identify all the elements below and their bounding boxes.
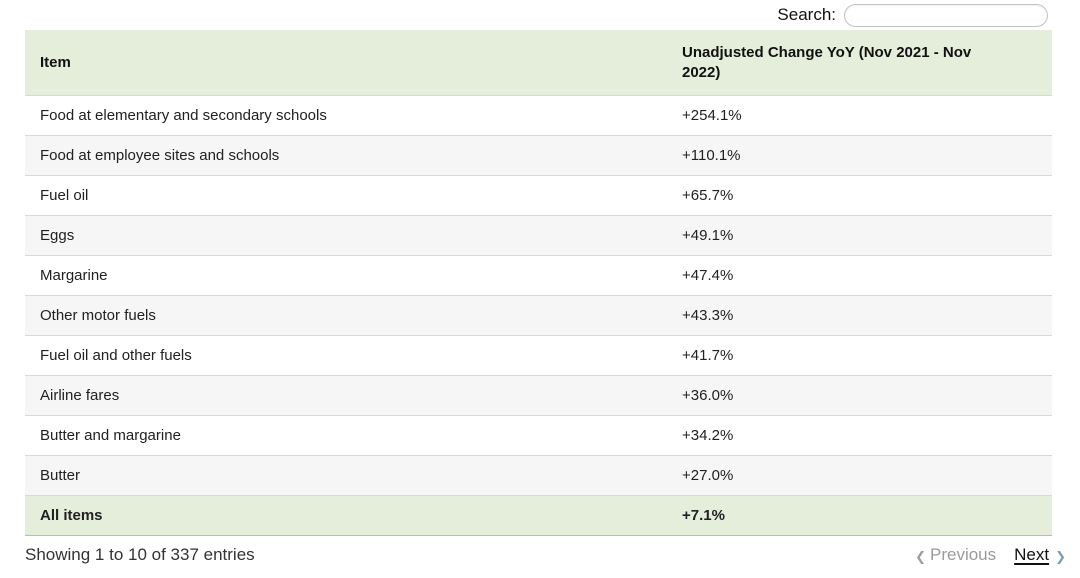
change-cell: +43.3% xyxy=(667,295,1052,336)
pagination: ❮ Previous Next ❯ xyxy=(915,545,1066,565)
table-header: Item Unadjusted Change YoY (Nov 2021 - N… xyxy=(25,30,1052,96)
table-row: All items +7.1% xyxy=(25,495,1052,536)
search-input[interactable] xyxy=(844,3,1048,27)
chevron-right-icon[interactable]: ❯ xyxy=(1055,548,1066,564)
table-row: Fuel oil and other fuels +41.7% xyxy=(25,335,1052,376)
change-cell: +36.0% xyxy=(667,375,1052,416)
table-body: Food at elementary and secondary schools… xyxy=(25,95,1052,536)
table-row: Margarine +47.4% xyxy=(25,255,1052,296)
table-row: Eggs +49.1% xyxy=(25,215,1052,256)
item-cell: All items xyxy=(25,495,667,536)
table-row: Airline fares +36.0% xyxy=(25,375,1052,416)
change-cell: +49.1% xyxy=(667,215,1052,256)
table-row: Other motor fuels +43.3% xyxy=(25,295,1052,336)
column-header-item-label: Item xyxy=(40,53,71,71)
change-cell: +27.0% xyxy=(667,455,1052,496)
item-cell: Airline fares xyxy=(25,375,667,416)
column-header-item[interactable]: Item xyxy=(25,30,667,96)
table-row: Fuel oil +65.7% xyxy=(25,175,1052,216)
showing-entries-info: Showing 1 to 10 of 337 entries xyxy=(25,545,255,564)
previous-page-button[interactable]: Previous xyxy=(929,545,997,564)
search-bar: Search: xyxy=(25,0,1052,30)
table-row: Butter and margarine +34.2% xyxy=(25,415,1052,456)
data-table: Item Unadjusted Change YoY (Nov 2021 - N… xyxy=(25,30,1052,536)
change-cell: +41.7% xyxy=(667,335,1052,376)
change-cell: +34.2% xyxy=(667,415,1052,456)
change-cell: +65.7% xyxy=(667,175,1052,216)
column-header-change[interactable]: Unadjusted Change YoY (Nov 2021 - Nov 20… xyxy=(667,30,1052,96)
item-cell: Butter and margarine xyxy=(25,415,667,456)
table-row: Butter +27.0% xyxy=(25,455,1052,496)
next-page-button[interactable]: Next xyxy=(1014,545,1050,564)
table-row: Food at employee sites and schools +110.… xyxy=(25,135,1052,176)
search-label: Search: xyxy=(777,5,836,24)
header-row: Item Unadjusted Change YoY (Nov 2021 - N… xyxy=(25,30,1052,96)
item-cell: Eggs xyxy=(25,215,667,256)
table-footer: Showing 1 to 10 of 337 entries ❮ Previou… xyxy=(25,545,1066,565)
item-cell: Fuel oil xyxy=(25,175,667,216)
change-cell: +47.4% xyxy=(667,255,1052,296)
column-header-change-label: Unadjusted Change YoY (Nov 2021 - Nov 20… xyxy=(682,43,972,81)
table-row: Food at elementary and secondary schools… xyxy=(25,95,1052,136)
item-cell: Food at elementary and secondary schools xyxy=(25,95,667,136)
item-cell: Food at employee sites and schools xyxy=(25,135,667,176)
item-cell: Margarine xyxy=(25,255,667,296)
item-cell: Fuel oil and other fuels xyxy=(25,335,667,376)
chevron-left-icon: ❮ xyxy=(915,548,926,564)
item-cell: Other motor fuels xyxy=(25,295,667,336)
item-cell: Butter xyxy=(25,455,667,496)
change-cell: +254.1% xyxy=(667,95,1052,136)
table-widget: Search: Item Unadjusted Change YoY (Nov … xyxy=(25,0,1066,565)
change-cell: +7.1% xyxy=(667,495,1052,536)
change-cell: +110.1% xyxy=(667,135,1052,176)
